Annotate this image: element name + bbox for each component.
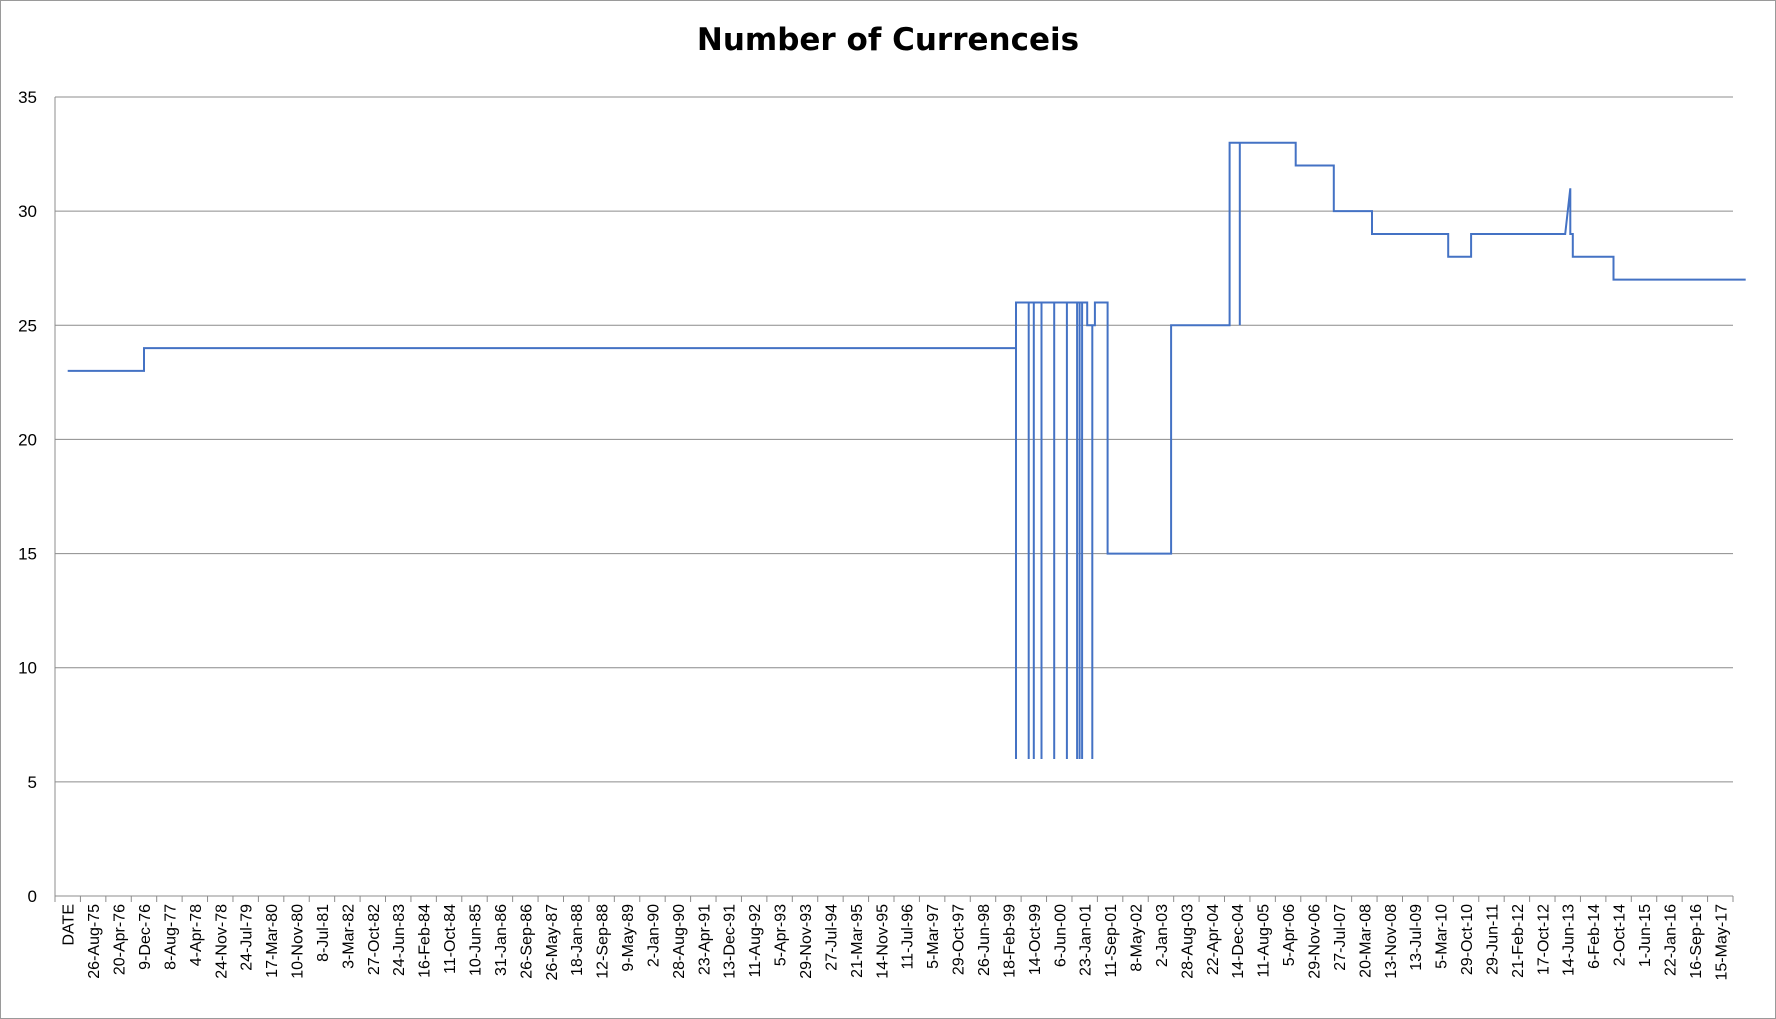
x-tick-label: 21-Feb-12 <box>1510 904 1527 978</box>
x-tick-label: 2-Jan-90 <box>645 904 662 967</box>
x-tick-label: 16-Sep-16 <box>1688 904 1705 979</box>
x-tick-label: 11-Jul-96 <box>900 904 917 970</box>
x-tick-label: 17-Oct-12 <box>1535 904 1552 975</box>
x-tick-label: 28-Aug-90 <box>671 904 688 979</box>
x-tick-label: 31-Jan-86 <box>493 904 510 976</box>
x-tick-label: 27-Oct-82 <box>366 904 383 975</box>
x-tick-label: 29-Oct-97 <box>951 904 968 975</box>
y-tick-label-25: 25 <box>18 316 37 335</box>
series-layer <box>67 141 1746 759</box>
y-tick-label-30: 30 <box>18 202 37 221</box>
x-tick-label: 9-Dec-76 <box>137 904 154 970</box>
x-tick-label: 18-Jan-88 <box>569 904 586 976</box>
x-tick-label: 16-Feb-84 <box>417 904 434 978</box>
x-tick-label: 27-Jul-94 <box>823 904 840 971</box>
x-tick-label: 18-Feb-99 <box>1001 904 1018 978</box>
x-tick-label: 14-Dec-04 <box>1230 904 1247 979</box>
x-tick-label: 10-Jun-85 <box>468 904 485 976</box>
x-tick-label: 2-Jan-03 <box>1154 904 1171 967</box>
x-tick-label: 22-Apr-04 <box>1205 904 1222 975</box>
x-tick-label: 20-Apr-76 <box>112 904 129 975</box>
x-tick-label: 8-Jul-81 <box>315 904 332 962</box>
x-tick-label: 6-Feb-14 <box>1586 904 1603 969</box>
x-tick-label: 12-Sep-88 <box>595 904 612 979</box>
x-tick-label: 3-Mar-82 <box>340 904 357 969</box>
y-tick-labels: 0 5 10 15 20 25 30 35 <box>18 88 37 906</box>
y-tick-label-10: 10 <box>18 659 37 678</box>
x-tick-label: 8-May-02 <box>1129 904 1146 972</box>
chart-title: Number of Currenceis <box>696 22 1080 58</box>
x-tick-label: 13-Nov-08 <box>1383 904 1400 979</box>
y-tick-label-20: 20 <box>18 430 37 449</box>
x-tick-label: 24-Jul-79 <box>239 904 256 971</box>
x-tick-label: 13-Jul-09 <box>1408 904 1425 971</box>
x-tick-label: 4-Apr-78 <box>188 904 205 966</box>
x-tick-label: 14-Nov-95 <box>874 904 891 979</box>
x-tick-label: 5-Apr-06 <box>1281 904 1298 966</box>
x-tick-label: 29-Jun-11 <box>1484 904 1501 975</box>
x-tick-label: 22-Jan-16 <box>1662 904 1679 976</box>
x-tick-label: 6-Jun-00 <box>1052 904 1069 967</box>
x-tick-label: 23-Jan-01 <box>1078 904 1095 976</box>
x-tick-label: 9-May-89 <box>620 904 637 972</box>
x-tick-label: 28-Aug-03 <box>1179 904 1196 979</box>
x-tick-label: 17-Mar-80 <box>264 904 281 978</box>
x-tick-label: 23-Apr-91 <box>696 904 713 975</box>
x-tick-label: 14-Oct-99 <box>1027 904 1044 975</box>
x-tick-label: 11-Sep-01 <box>1103 904 1120 978</box>
x-tick-label: 26-Aug-75 <box>86 904 103 979</box>
x-tick-label: 1-Jun-15 <box>1637 904 1654 967</box>
x-tick-label: 10-Nov-80 <box>290 904 307 979</box>
x-tick-label: 11-Oct-84 <box>442 904 459 974</box>
x-tick-label: 29-Nov-93 <box>798 904 815 979</box>
x-tick-label: 2-Oct-14 <box>1612 904 1629 966</box>
x-tick-label: 26-Jun-98 <box>976 904 993 976</box>
x-tick-label: 15-May-17 <box>1713 904 1730 981</box>
y-tick-label-35: 35 <box>18 88 37 107</box>
x-tick-label: 27-Jul-07 <box>1332 904 1349 971</box>
x-tick-label: 24-Nov-78 <box>213 904 230 979</box>
x-tick-label: 14-Jun-13 <box>1561 904 1578 976</box>
x-tick-label: 20-Mar-08 <box>1357 904 1374 978</box>
y-tick-label-5: 5 <box>28 773 37 792</box>
x-tick-label: 11-Aug-92 <box>747 904 764 978</box>
grid-lines <box>55 96 1733 783</box>
x-tick-label: DATE <box>61 904 78 945</box>
x-tick-label: 29-Nov-06 <box>1307 904 1324 979</box>
x-tick-label: 5-Mar-97 <box>925 904 942 969</box>
x-tick-labels: DATE 26-Aug-75 20-Apr-76 9-Dec-76 8-Aug-77 4-… <box>61 904 1731 981</box>
series-line-0 <box>67 141 1746 759</box>
x-tick-label: 21-Mar-95 <box>849 904 866 978</box>
x-tick-label: 29-Oct-10 <box>1459 904 1476 975</box>
x-tick-label: 8-Aug-77 <box>162 904 179 970</box>
x-tick-label: 24-Jun-83 <box>391 904 408 976</box>
x-tick-label: 11-Aug-05 <box>1256 904 1273 978</box>
x-tick-label: 5-Mar-10 <box>1434 904 1451 969</box>
x-tick-label: 5-Apr-93 <box>773 904 790 966</box>
y-tick-label-15: 15 <box>18 545 37 564</box>
x-tick-label: 26-Sep-86 <box>518 904 535 979</box>
y-tick-label-0: 0 <box>28 887 37 906</box>
axes <box>54 97 1734 902</box>
x-tick-label: 13-Dec-91 <box>722 904 739 979</box>
x-tick-label: 26-May-87 <box>544 904 561 981</box>
